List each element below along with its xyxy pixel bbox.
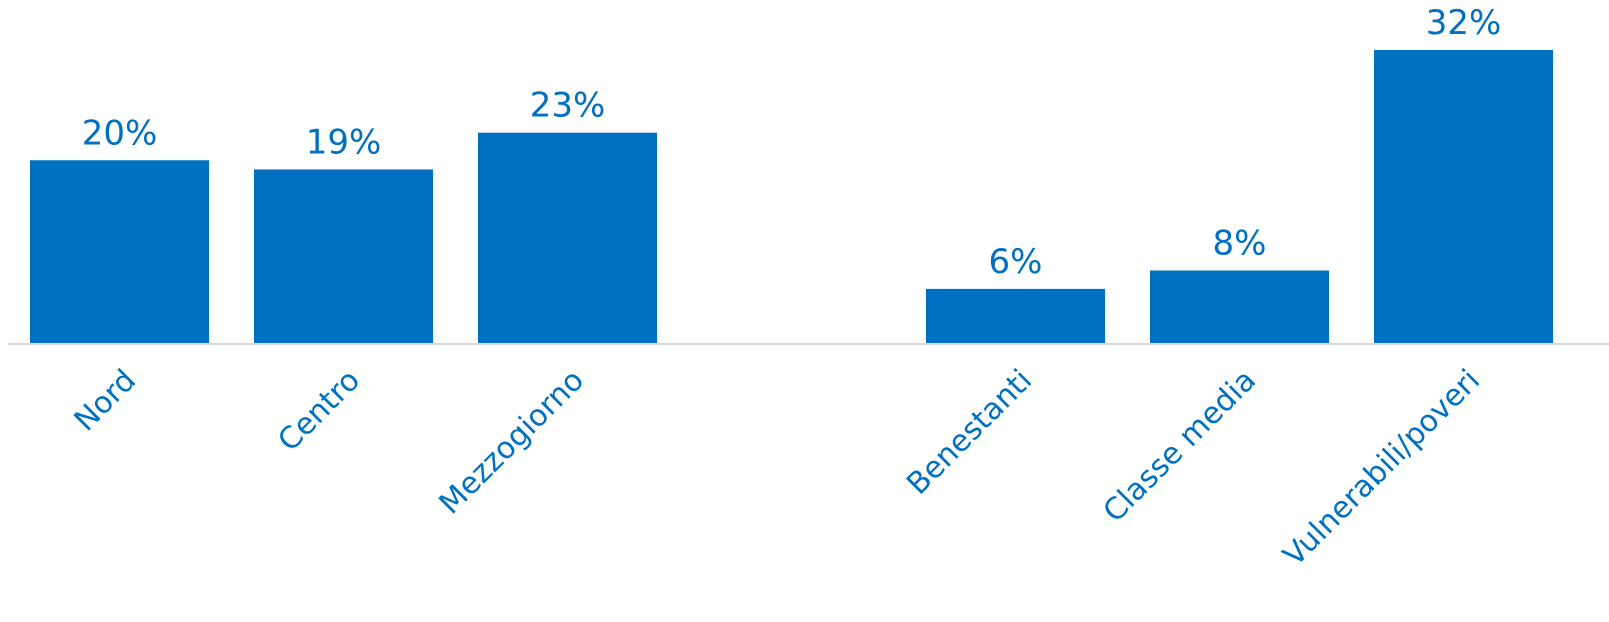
value-label-nord: 20%	[82, 113, 158, 153]
value-label-classe-media: 8%	[1213, 224, 1267, 264]
bar-classe-media	[1150, 270, 1329, 344]
category-label-centro: Centro	[271, 363, 367, 459]
category-label-benestanti: Benestanti	[900, 363, 1039, 502]
bar-vulnerabili-poveri	[1374, 50, 1553, 344]
value-labels-group: 20% 19% 23% 6% 8% 32%	[82, 3, 1502, 282]
value-label-centro: 19%	[306, 122, 382, 162]
category-label-mezzogiorno: Mezzogiorno	[433, 363, 591, 521]
category-label-vulnerabili-poveri: Vulnerabili/poveri	[1277, 363, 1487, 573]
bar-centro	[254, 169, 433, 344]
bar-nord	[30, 160, 209, 344]
bars-group	[30, 50, 1553, 344]
bar-benestanti	[926, 288, 1105, 344]
value-label-vulnerabili-poveri: 32%	[1426, 3, 1502, 43]
category-labels-group: Nord Centro Mezzogiorno Benestanti Classe me…	[68, 363, 1487, 573]
value-label-benestanti: 6%	[989, 242, 1043, 282]
category-label-classe-media: Classe media	[1097, 363, 1263, 529]
value-label-mezzogiorno: 23%	[530, 86, 606, 126]
bar-mezzogiorno	[478, 132, 657, 344]
category-label-nord: Nord	[68, 363, 143, 438]
